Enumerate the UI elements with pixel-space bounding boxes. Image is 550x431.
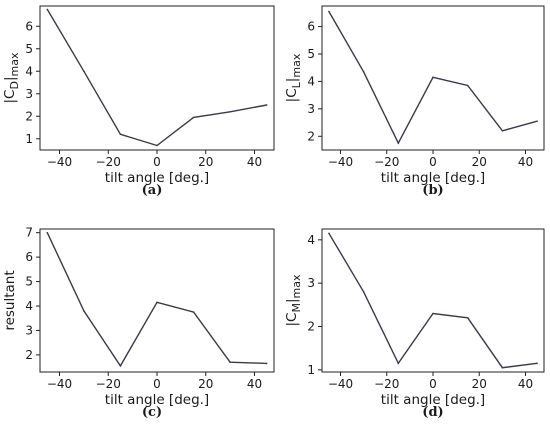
x-tick-label: 20 <box>198 377 213 391</box>
data-point <box>397 142 400 144</box>
x-tick-label: −40 <box>328 377 353 391</box>
y-tick-label: 2 <box>307 320 315 334</box>
panel-label: (d) <box>422 405 443 420</box>
data-point <box>192 311 195 313</box>
x-tick-label: 40 <box>247 377 262 391</box>
x-axis-label: tilt angle [deg.] <box>381 392 485 408</box>
data-point <box>328 10 330 13</box>
x-axis-label: tilt angle [deg.] <box>381 170 485 186</box>
data-point <box>46 8 49 11</box>
y-tick-label: 4 <box>25 299 33 313</box>
series-line <box>46 9 267 147</box>
chart-panel-2: −40 −20 0 20 40 2 3 4 5 6 tilt angle [deg.] |CL|max… <box>284 5 545 198</box>
y-tick-label: 4 <box>307 74 315 88</box>
data-point <box>432 76 434 79</box>
data-point <box>229 110 231 113</box>
x-tick-label: −20 <box>96 377 121 391</box>
y-tick-label: 2 <box>25 348 33 362</box>
data-point <box>156 301 158 304</box>
x-axis-label: tilt angle [deg.] <box>105 392 209 408</box>
x-tick-label: 40 <box>518 155 533 169</box>
x-tick-label: 20 <box>198 155 213 169</box>
y-tick-label: 2 <box>25 109 33 123</box>
series-line <box>46 232 267 368</box>
y-axis-label: |CD|max <box>2 52 21 103</box>
data-point <box>501 366 504 369</box>
data-point <box>229 361 231 364</box>
x-tick-label: 0 <box>429 155 437 169</box>
data-point <box>192 116 195 119</box>
data-point <box>328 232 330 235</box>
x-tick-label: 20 <box>472 155 487 169</box>
y-tick-label: 1 <box>25 132 33 146</box>
chart-panel-3: −40 −20 0 20 40 2 3 4 5 6 7 tilt angle [deg.] result… <box>2 226 275 420</box>
data-point <box>265 104 268 106</box>
panel-label: (b) <box>422 183 443 198</box>
y-tick-label: 4 <box>307 233 315 247</box>
x-tick-label: 20 <box>472 377 487 391</box>
data-point <box>46 231 49 234</box>
data-point <box>83 70 85 73</box>
x-tick-label: −20 <box>96 155 121 169</box>
y-tick-label: 1 <box>307 363 315 377</box>
chart-panel-4: −40 −20 0 20 40 1 2 3 4 tilt angle [deg.] |CM|max (… <box>284 228 545 420</box>
panel-label: (a) <box>142 183 163 198</box>
chart-panel-1: −40 −20 0 20 40 1 2 3 4 5 6 tilt angle [deg.] |CD|ma… <box>2 5 275 198</box>
data-point <box>83 310 85 312</box>
data-point <box>501 130 504 132</box>
x-tick-label: 0 <box>153 155 161 169</box>
x-tick-label: 0 <box>153 377 161 391</box>
y-axis-label: |CL|max <box>284 53 303 102</box>
data-point <box>536 362 538 365</box>
data-point <box>156 144 158 147</box>
series-line <box>328 232 538 369</box>
data-point <box>362 291 365 293</box>
data-point <box>466 84 469 87</box>
plot-frame <box>39 228 275 373</box>
data-point <box>397 362 400 365</box>
data-point <box>536 120 538 122</box>
x-tick-label: −20 <box>374 155 399 169</box>
y-tick-label: 3 <box>25 323 33 337</box>
x-tick-label: 0 <box>429 377 437 391</box>
y-tick-label: 5 <box>25 275 33 289</box>
data-point <box>466 317 469 319</box>
plot-frame <box>321 228 545 373</box>
x-tick-label: −40 <box>47 377 72 391</box>
x-tick-label: 40 <box>518 377 533 391</box>
y-tick-label: 5 <box>25 42 33 56</box>
y-tick-label: 5 <box>307 47 315 61</box>
y-tick-label: 3 <box>307 276 315 290</box>
data-point <box>265 362 268 365</box>
x-tick-label: −40 <box>47 155 72 169</box>
plot-frame <box>39 5 275 151</box>
y-tick-label: 6 <box>307 20 315 34</box>
y-tick-label: 2 <box>307 129 315 143</box>
data-point <box>432 312 434 315</box>
y-tick-label: 4 <box>25 64 33 78</box>
panel-label: (c) <box>142 405 162 420</box>
y-axis-label: |CM|max <box>284 274 303 327</box>
x-axis-label: tilt angle [deg.] <box>105 170 209 186</box>
y-tick-label: 7 <box>25 226 33 240</box>
y-tick-label: 3 <box>307 102 315 116</box>
x-tick-label: 40 <box>247 155 262 169</box>
data-point <box>119 133 122 136</box>
y-tick-label: 3 <box>25 87 33 101</box>
x-tick-label: −20 <box>374 377 399 391</box>
y-axis-label: resultant <box>2 270 18 330</box>
x-tick-label: −40 <box>328 155 353 169</box>
data-point <box>362 71 365 73</box>
data-point <box>119 365 122 367</box>
y-tick-label: 6 <box>25 250 33 264</box>
y-tick-label: 6 <box>25 19 33 33</box>
